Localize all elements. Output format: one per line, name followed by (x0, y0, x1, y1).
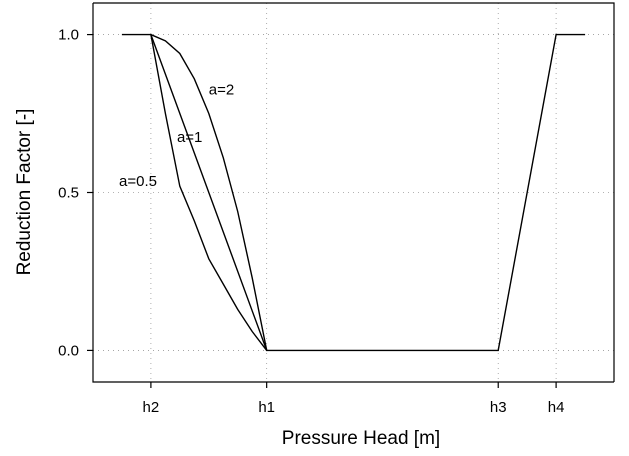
y-axis-title: Reduction Factor [-] (14, 109, 35, 276)
plot-frame (92, 2, 615, 383)
x-tick-label: h4 (548, 399, 565, 416)
y-ticks: 0.0 0.5 1.0 (58, 27, 93, 359)
x-tick-label: h3 (490, 399, 507, 416)
y-tick-label: 0.0 (58, 342, 79, 359)
y-tick-label: 1.0 (58, 27, 79, 44)
series-layer (121, 33, 586, 352)
x-ticks: h2 h1 h3 h4 (143, 382, 565, 416)
series-line-1 (121, 33, 586, 352)
x-axis-title: Pressure Head [m] (282, 428, 440, 449)
x-tick-label: h1 (258, 399, 275, 416)
series-line-3 (150, 34, 268, 351)
annotation-layer: a=2 a=1 a=0.5 (119, 82, 234, 191)
grid-layer (93, 3, 614, 382)
y-tick-label: 0.5 (58, 185, 79, 202)
curve-annotation: a=1 (177, 129, 202, 146)
series-line-2 (150, 34, 268, 351)
x-tick-label: h2 (143, 399, 160, 416)
curve-annotation: a=0.5 (119, 173, 157, 190)
curve-annotation: a=2 (209, 82, 234, 99)
